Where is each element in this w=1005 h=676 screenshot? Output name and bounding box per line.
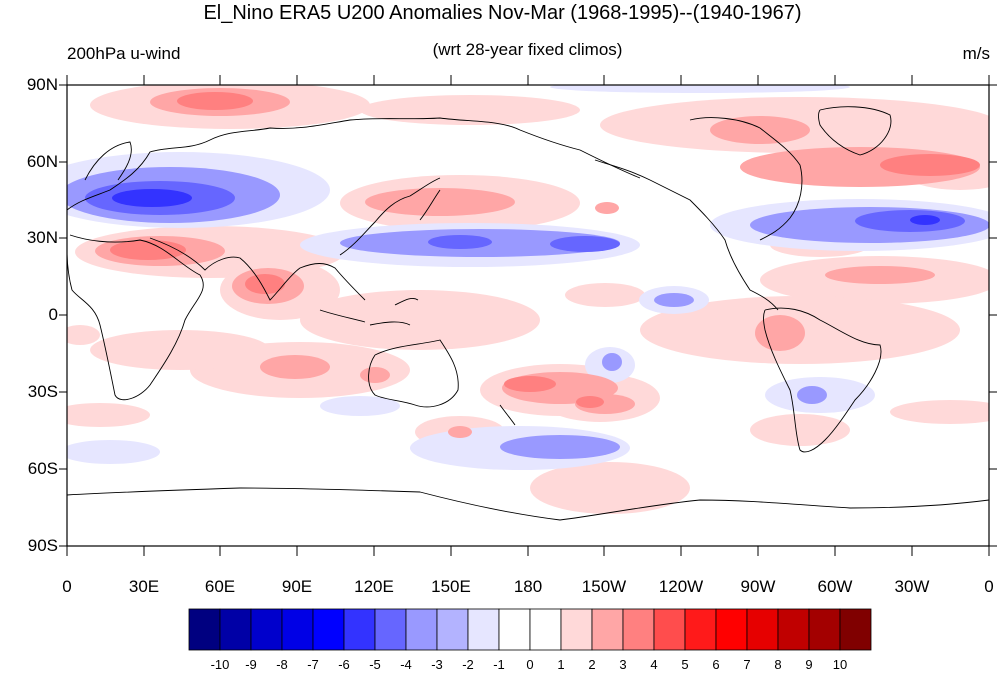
colorbar-swatch bbox=[467, 608, 500, 651]
colorbar-label: 1 bbox=[557, 657, 565, 672]
coastlines bbox=[67, 106, 989, 521]
colorbar-label: 5 bbox=[681, 657, 689, 672]
colorbar-swatch bbox=[684, 608, 717, 651]
colorbar-label: -1 bbox=[493, 657, 505, 672]
lat-label-30n: 30N bbox=[26, 228, 58, 247]
lon-label-60e: 60E bbox=[204, 577, 236, 596]
colorbar-swatch bbox=[715, 608, 748, 651]
plot-title: El_Nino ERA5 U200 Anomalies Nov-Mar (196… bbox=[203, 2, 802, 24]
colorbar-swatch bbox=[746, 608, 779, 651]
colorbar-label: 9 bbox=[805, 657, 813, 672]
lat-label-60n: 60N bbox=[26, 152, 58, 171]
lat-label-90s: 90S bbox=[27, 536, 58, 555]
colorbar-label: -7 bbox=[307, 657, 319, 672]
colorbar-swatch bbox=[529, 608, 562, 651]
colorbar-swatch bbox=[622, 608, 655, 651]
lon-label-30e: 30E bbox=[128, 577, 160, 596]
colorbar-label: 2 bbox=[588, 657, 596, 672]
lat-label-60s: 60S bbox=[27, 459, 58, 478]
colorbar-label: -9 bbox=[245, 657, 257, 672]
climo-note: (wrt 28-year fixed climos) bbox=[432, 40, 623, 59]
colorbar-label: -3 bbox=[431, 657, 443, 672]
colorbar-swatch bbox=[219, 608, 252, 651]
colorbar-swatch bbox=[498, 608, 531, 651]
colorbar-swatch bbox=[374, 608, 407, 651]
lon-label-90w: 90W bbox=[740, 577, 776, 596]
colorbar-swatch bbox=[405, 608, 438, 651]
colorbar-label: 8 bbox=[774, 657, 782, 672]
colorbar-swatch bbox=[808, 608, 841, 651]
colorbar-swatch bbox=[560, 608, 593, 651]
colorbar-swatch bbox=[281, 608, 314, 651]
colorbar-label: -10 bbox=[210, 657, 230, 672]
colorbar-label: 4 bbox=[650, 657, 658, 672]
tick-marks bbox=[59, 75, 997, 556]
anomaly-field bbox=[67, 85, 989, 546]
colorbar-swatch bbox=[312, 608, 345, 651]
colorbar-label: 0 bbox=[526, 657, 534, 672]
colorbar-label: -8 bbox=[276, 657, 288, 672]
lon-label-30w: 30W bbox=[894, 577, 930, 596]
lon-label-120e: 120E bbox=[354, 577, 394, 596]
lat-label-30s: 30S bbox=[27, 382, 58, 401]
lat-label-90n: 90N bbox=[26, 75, 58, 94]
colorbar-swatch bbox=[839, 608, 872, 651]
colorbar-label: -4 bbox=[400, 657, 412, 672]
lat-label-eq: 0 bbox=[48, 305, 58, 324]
colorbar-swatch bbox=[343, 608, 376, 651]
colorbar-label: 7 bbox=[743, 657, 751, 672]
colorbar-label: 6 bbox=[712, 657, 720, 672]
lon-label-90e: 90E bbox=[281, 577, 313, 596]
colorbar-label: -6 bbox=[338, 657, 350, 672]
variable-label: 200hPa u-wind bbox=[67, 44, 181, 63]
lon-label-120w: 120W bbox=[658, 577, 704, 596]
lon-label-0-east: 0 bbox=[984, 577, 994, 596]
colorbar-label: -5 bbox=[369, 657, 381, 672]
colorbar-label: 3 bbox=[619, 657, 627, 672]
units-label: m/s bbox=[962, 44, 990, 63]
colorbar-swatch bbox=[250, 608, 283, 651]
lon-label-60w: 60W bbox=[817, 577, 853, 596]
lon-label-0: 0 bbox=[62, 577, 72, 596]
colorbar-swatch bbox=[777, 608, 810, 651]
colorbar-label: -2 bbox=[462, 657, 474, 672]
colorbar-label: 10 bbox=[832, 657, 848, 672]
colorbar bbox=[188, 608, 872, 651]
colorbar-swatch bbox=[436, 608, 469, 651]
lon-label-150w: 150W bbox=[581, 577, 627, 596]
colorbar-swatch bbox=[188, 608, 221, 651]
lon-label-150e: 150E bbox=[431, 577, 471, 596]
colorbar-swatch bbox=[591, 608, 624, 651]
lon-label-180: 180 bbox=[513, 577, 543, 596]
colorbar-swatch bbox=[653, 608, 686, 651]
